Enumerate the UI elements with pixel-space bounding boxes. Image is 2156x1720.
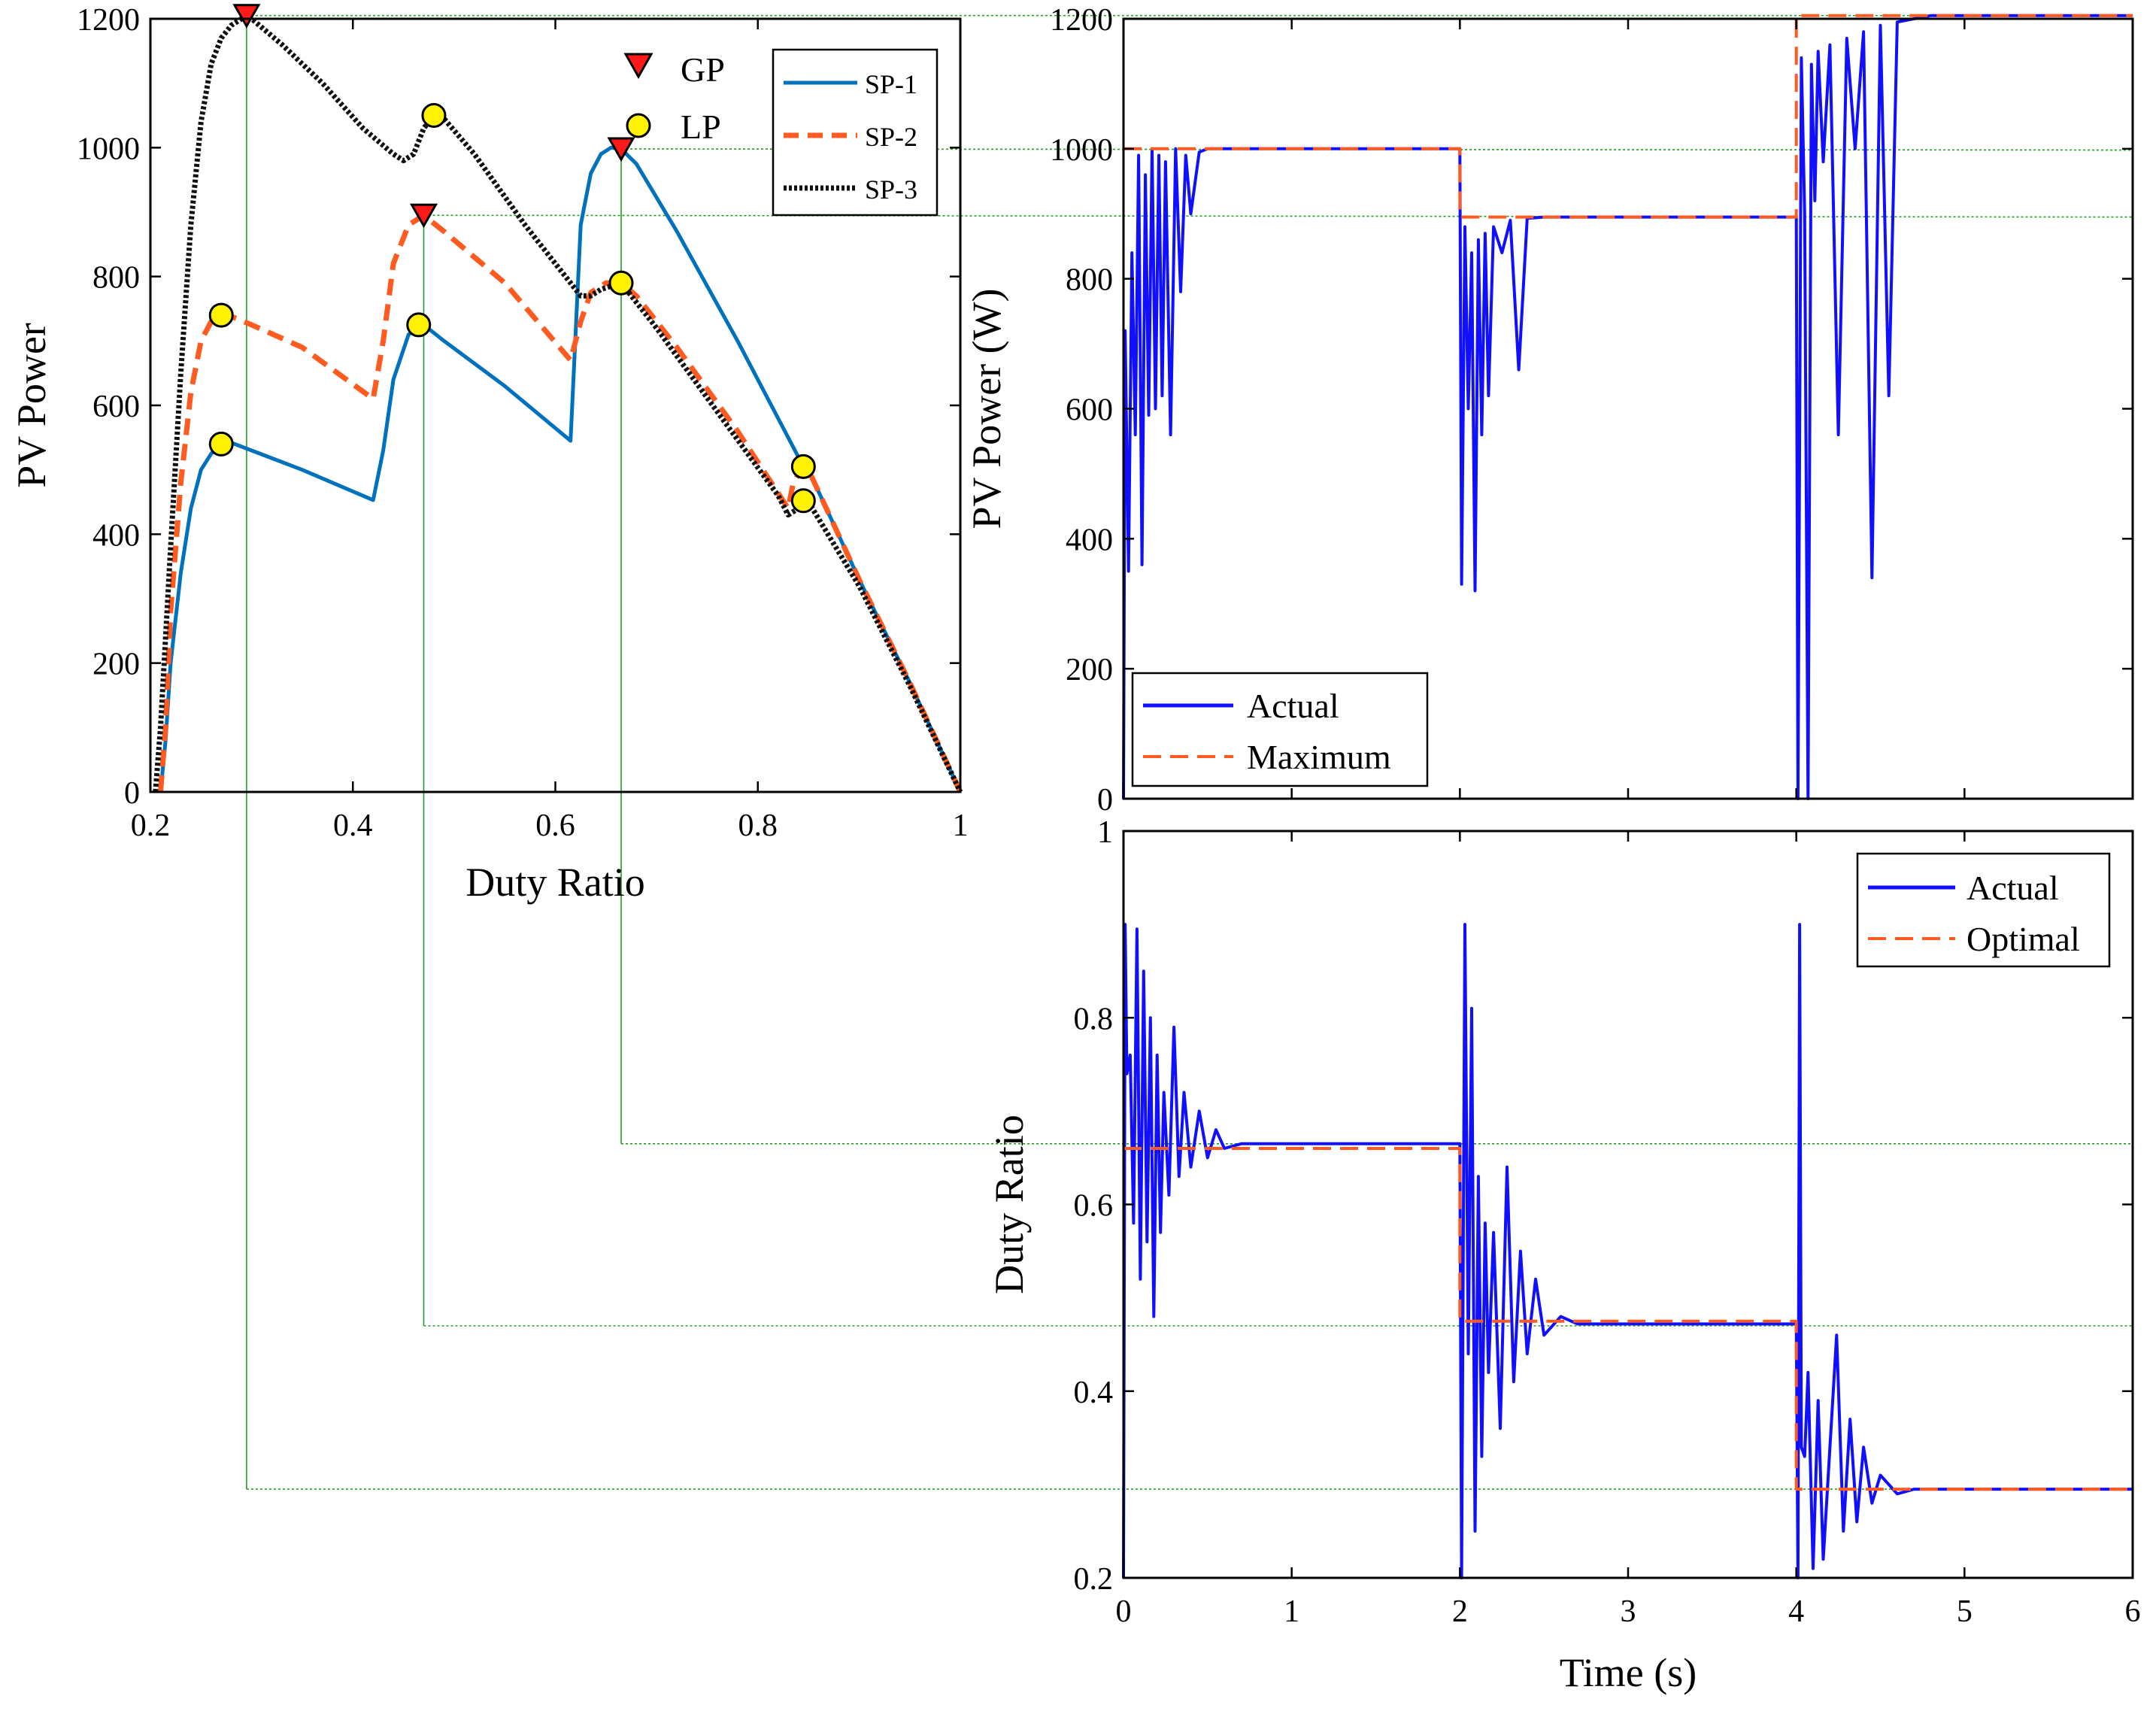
- pv-curve-x-label: Duty Ratio: [465, 860, 645, 905]
- pv-curve-y-tick-label: 200: [92, 648, 140, 682]
- duty-time-y-tick-label: 0.2: [1074, 1562, 1114, 1597]
- duty-time-y-tick-label: 0.4: [1074, 1376, 1114, 1410]
- pv-curve-y-tick-label: 600: [92, 390, 140, 424]
- duty-time-y-tick-label: 1: [1097, 815, 1113, 850]
- duty-time-x-tick-label: 4: [1788, 1594, 1804, 1629]
- lp-marker: [608, 270, 634, 296]
- pv-curve-x-tick-label: 0.4: [333, 808, 373, 843]
- power-time-legend: Actual Maximum: [1131, 672, 1429, 787]
- power-time-y-tick-label: 800: [1066, 263, 1113, 298]
- duty-time-x-tick-label: 0: [1116, 1594, 1132, 1629]
- duty-time-y-tick-label: 0.6: [1074, 1189, 1114, 1224]
- power-actual-line: [1122, 14, 2133, 800]
- duty-time-x-label: Time (s): [1560, 1650, 1697, 1695]
- duty-optimal-legend-label: Optimal: [1966, 920, 2080, 958]
- sp3-legend-label: SP-3: [865, 174, 917, 205]
- line-legend: SP-1 SP-2 SP-3: [772, 48, 939, 217]
- power-time-y-tick-label: 200: [1066, 653, 1113, 687]
- gp-legend-label: GP: [681, 50, 725, 89]
- power-time-ticks: 0 200 400 600 800 1000 1200: [1050, 3, 2134, 818]
- sp-2-curve: [158, 212, 963, 793]
- pv-curve-x-tick-label: 0.2: [131, 808, 171, 843]
- gp-legend-marker-icon: [623, 53, 653, 80]
- duty-time-legend-box: [1856, 852, 2111, 968]
- duty-time-x-tick-label: 2: [1452, 1594, 1468, 1629]
- duty-time-y-label: Duty Ratio: [987, 1115, 1032, 1294]
- power-maximum-line: [1123, 14, 2133, 219]
- marker-legend: GP LP: [623, 50, 725, 146]
- power-time-y-tick-label: 1000: [1050, 133, 1113, 168]
- pv-curve-y-tick-label: 1000: [77, 132, 140, 166]
- power-time-series: [1122, 14, 2133, 800]
- power-time-y-tick-label: 400: [1066, 523, 1113, 557]
- power-time-y-tick-label: 1200: [1050, 3, 1113, 38]
- duty-time-ticks: 0 1 2 3 4 5 6 0.2 0.4 0.6 0.8 1: [1074, 815, 2141, 1629]
- lp-legend-label: LP: [681, 108, 721, 146]
- pv-curve-x-tick-label: 0.6: [535, 808, 575, 843]
- duty-time-x-tick-label: 6: [2125, 1594, 2141, 1629]
- pv-curve-y-tick-label: 1200: [77, 3, 140, 38]
- duty-time-legend: Actual Optimal: [1856, 852, 2111, 968]
- sp1-legend-label: SP-1: [865, 69, 917, 99]
- pv-curve-markers: [208, 4, 816, 514]
- lp-marker: [208, 431, 234, 457]
- duty-time-y-tick-label: 0.8: [1074, 1002, 1114, 1036]
- duty-time-series: [1122, 923, 2133, 1579]
- duty-time-x-tick-label: 3: [1621, 1594, 1636, 1629]
- sp-1-curve: [159, 145, 963, 793]
- duty-actual-legend-label: Actual: [1966, 869, 2059, 907]
- duty-time-panel: 0 1 2 3 4 5 6 0.2 0.4 0.6 0.8 1 Time (s) Duty Ratio…: [987, 815, 2141, 1695]
- power-time-y-tick-label: 600: [1066, 393, 1113, 428]
- duty-actual-line: [1122, 923, 2133, 1579]
- pv-curve-ticks: 0.2 0.4 0.6 0.8 1 0 200 400 600 800 1000 1200: [77, 3, 969, 843]
- pv-curve-panel: 0.2 0.4 0.6 0.8 1 0 200 400 600 800 1000 1200 Duty …: [9, 3, 969, 905]
- duty-time-x-tick-label: 5: [1957, 1594, 1973, 1629]
- power-time-y-label: PV Power (W): [964, 289, 1009, 529]
- gp-marker: [607, 137, 635, 162]
- duty-optimal-line: [1123, 1147, 2133, 1491]
- pv-curve-x-tick-label: 1: [953, 808, 969, 843]
- pv-curve-y-tick-label: 400: [92, 518, 140, 553]
- lp-marker: [790, 488, 816, 514]
- power-time-legend-box: [1131, 672, 1429, 787]
- power-time-y-tick-label: 0: [1097, 783, 1113, 818]
- power-guide-line: [423, 214, 2133, 218]
- lp-marker: [208, 302, 234, 328]
- lp-marker: [406, 312, 432, 338]
- duty-time-x-tick-label: 1: [1284, 1594, 1299, 1629]
- power-actual-legend-label: Actual: [1247, 687, 1339, 725]
- gp-marker: [409, 203, 438, 229]
- power-time-panel: 0 200 400 600 800 1000 1200 PV Power (W) Actua…: [964, 3, 2134, 818]
- pv-curve-y-tick-label: 800: [92, 261, 140, 296]
- power-maximum-legend-label: Maximum: [1247, 738, 1391, 776]
- pv-curve-x-tick-label: 0.8: [738, 808, 778, 843]
- lp-legend-marker-icon: [626, 113, 651, 138]
- pv-curve-y-tick-label: 0: [124, 776, 140, 811]
- lp-marker: [790, 454, 816, 479]
- pv-curve-y-label: PV Power: [9, 323, 54, 488]
- gp-marker: [232, 4, 261, 29]
- lp-marker: [421, 103, 447, 128]
- sp2-legend-label: SP-2: [865, 122, 917, 152]
